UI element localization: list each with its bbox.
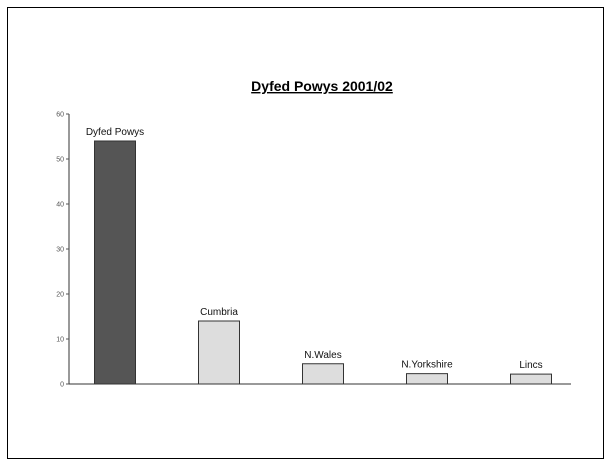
- y-axis-ticks: 0 10 20 30 40 50 60: [56, 112, 69, 389]
- y-tick-label: 30: [56, 247, 64, 254]
- bar-label: Cumbria: [200, 307, 238, 318]
- bar-label: N.Yorkshire: [401, 360, 453, 371]
- bar-label: Dyfed Powys: [86, 127, 144, 138]
- y-tick-label: 20: [56, 292, 64, 299]
- bar-labels-group: Dyfed Powys Cumbria N.Wales N.Yorkshire Linc…: [86, 127, 543, 371]
- bar-label: Lincs: [519, 360, 542, 371]
- bars-group: [94, 140, 552, 385]
- y-tick-label: 60: [56, 112, 64, 119]
- y-tick-label: 40: [56, 202, 64, 209]
- y-tick-label: 50: [56, 157, 64, 164]
- bar: [510, 373, 552, 385]
- bar: [94, 140, 136, 385]
- chart-title: Dyfed Powys 2001/02: [251, 78, 393, 94]
- bar: [406, 373, 448, 385]
- bar: [302, 363, 344, 385]
- y-tick-label: 10: [56, 337, 64, 344]
- bar-label: N.Wales: [304, 350, 341, 361]
- bar: [198, 320, 240, 385]
- y-tick-label: 0: [60, 382, 64, 389]
